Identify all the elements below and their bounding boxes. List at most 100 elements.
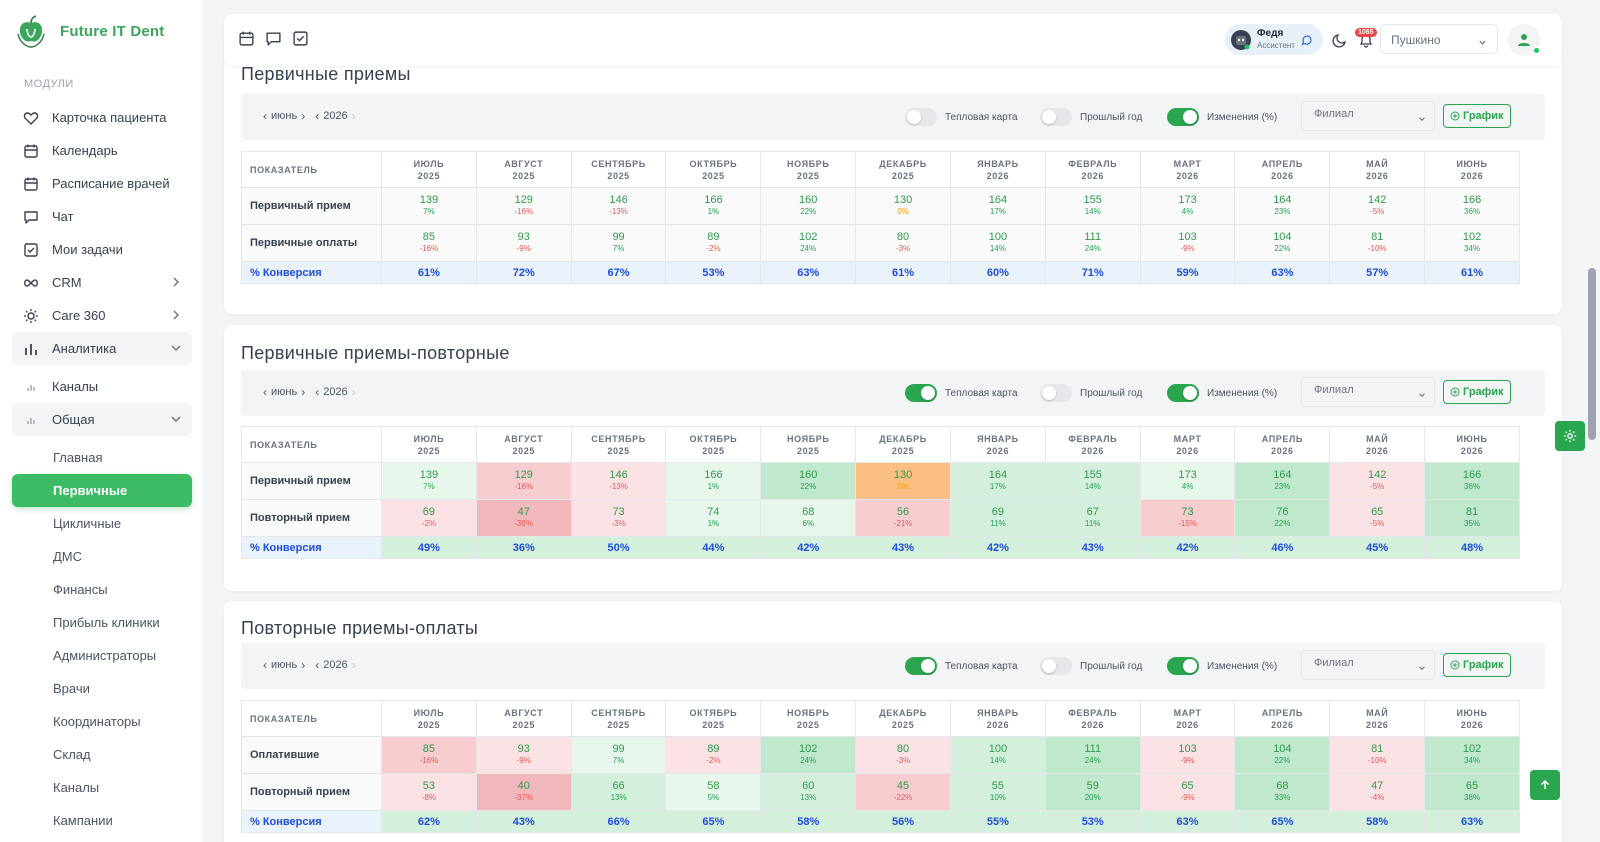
sidebar-item-doctor-schedule[interactable]: Расписание врачей bbox=[12, 167, 192, 200]
next-month-icon[interactable]: › bbox=[301, 109, 306, 123]
city-select[interactable]: Пушкино bbox=[1380, 24, 1498, 54]
sidebar-item-chat[interactable]: Чат bbox=[12, 200, 192, 233]
sidebar-item-primary[interactable]: Первичные bbox=[12, 474, 192, 507]
sidebar-item-main[interactable]: Главная bbox=[53, 450, 103, 465]
prev-month-icon[interactable]: ‹ bbox=[263, 658, 267, 672]
assistant-name: Федя bbox=[1257, 27, 1284, 39]
column-header: АПРЕЛЬ 2026 bbox=[1234, 426, 1331, 463]
column-year: 2025 bbox=[702, 170, 725, 181]
cell-value: 100 bbox=[988, 743, 1008, 755]
heatmap-switch[interactable] bbox=[905, 384, 937, 402]
sidebar-item-patient-card[interactable]: Карточка пациента bbox=[12, 101, 192, 134]
sidebar-item-cyclic[interactable]: Цикличные bbox=[53, 516, 122, 531]
conversion-row: % Конверсия 49% 36% 50% 44% 42% 43% 42% 43% 42% 46… bbox=[241, 536, 1520, 559]
changes-switch[interactable] bbox=[1167, 657, 1199, 675]
prev-year-icon[interactable]: ‹ bbox=[315, 109, 320, 123]
conversion-cell: 62% bbox=[381, 810, 477, 833]
heatmap-toggle[interactable]: Тепловая карта bbox=[905, 657, 1018, 675]
chart-button[interactable]: График bbox=[1443, 380, 1511, 404]
heatmap-toggle[interactable]: Тепловая карта bbox=[905, 384, 1018, 402]
checkbox-icon[interactable] bbox=[292, 30, 309, 47]
chat-icon[interactable] bbox=[265, 30, 282, 47]
chevron-right-icon bbox=[170, 276, 182, 288]
chart-button[interactable]: График bbox=[1443, 104, 1511, 128]
prev-year-icon[interactable]: ‹ bbox=[315, 385, 320, 399]
last-year-switch[interactable] bbox=[1040, 384, 1072, 402]
primary-visits-card: Первичные приемы ‹ июнь › ‹ 2026 › Тепло… bbox=[224, 36, 1562, 314]
sidebar-item-care360[interactable]: Care 360 bbox=[12, 299, 192, 332]
next-year-icon[interactable]: › bbox=[351, 658, 356, 672]
branch-select[interactable]: Филиал bbox=[1301, 650, 1435, 680]
sidebar-item-coordinators[interactable]: Координаторы bbox=[53, 714, 141, 729]
row-label: Первичные оплаты bbox=[241, 224, 382, 262]
column-header: НОЯБРЬ 2025 bbox=[760, 426, 857, 463]
changes-toggle[interactable]: Изменения (%) bbox=[1167, 657, 1277, 675]
sun-icon bbox=[23, 308, 39, 324]
sidebar-item-crm[interactable]: CRM bbox=[12, 266, 192, 299]
moon-icon[interactable] bbox=[1332, 32, 1348, 48]
cell-value: 56 bbox=[896, 506, 910, 518]
sidebar-item-general[interactable]: Общая bbox=[12, 403, 192, 436]
branch-select[interactable]: Филиал bbox=[1301, 101, 1435, 131]
table-cell: 100 14% bbox=[949, 224, 1046, 262]
table-cell: 58 5% bbox=[665, 773, 762, 811]
next-year-icon[interactable]: › bbox=[351, 109, 356, 123]
heatmap-switch[interactable] bbox=[905, 657, 937, 675]
changes-switch[interactable] bbox=[1167, 384, 1199, 402]
sidebar-item-analytics[interactable]: Аналитика bbox=[12, 332, 192, 365]
sidebar-item-administrators[interactable]: Администраторы bbox=[53, 648, 157, 663]
table-cell: 81 -10% bbox=[1329, 736, 1426, 774]
changes-switch[interactable] bbox=[1167, 108, 1199, 126]
prev-month-icon[interactable]: ‹ bbox=[263, 385, 267, 399]
next-month-icon[interactable]: › bbox=[301, 658, 306, 672]
cell-change: 38% bbox=[1464, 793, 1481, 802]
sidebar-item-finance[interactable]: Финансы bbox=[53, 582, 108, 597]
last-year-switch[interactable] bbox=[1040, 657, 1072, 675]
heatmap-toggle[interactable]: Тепловая карта bbox=[905, 108, 1018, 126]
next-month-icon[interactable]: › bbox=[301, 385, 306, 399]
sidebar-item-dms[interactable]: ДМС bbox=[53, 549, 83, 564]
logo[interactable]: Future IT Dent bbox=[14, 14, 164, 48]
page-scrollbar[interactable] bbox=[1588, 268, 1596, 440]
changes-toggle[interactable]: Изменения (%) bbox=[1167, 384, 1277, 402]
column-header: ОКТЯБРЬ 2025 bbox=[665, 700, 762, 737]
sidebar-item-channels-2[interactable]: Каналы bbox=[53, 780, 100, 795]
chevron-down-icon bbox=[1478, 36, 1487, 45]
cell-change: -22% bbox=[893, 793, 913, 802]
settings-float-button[interactable] bbox=[1555, 421, 1585, 451]
last-year-toggle[interactable]: Прошлый год bbox=[1040, 384, 1142, 402]
table-cell: 111 24% bbox=[1044, 224, 1141, 262]
sidebar-item-campaigns[interactable]: Кампании bbox=[53, 813, 113, 828]
changes-toggle[interactable]: Изменения (%) bbox=[1167, 108, 1277, 126]
user-avatar[interactable] bbox=[1508, 24, 1540, 56]
sidebar-item-my-tasks[interactable]: Мои задачи bbox=[12, 233, 192, 266]
cell-value: 155 bbox=[1083, 469, 1102, 481]
last-year-toggle[interactable]: Прошлый год bbox=[1040, 657, 1142, 675]
sidebar-item-warehouse[interactable]: Склад bbox=[53, 747, 91, 762]
last-year-toggle[interactable]: Прошлый год bbox=[1040, 108, 1142, 126]
chart-button[interactable]: График bbox=[1443, 653, 1511, 677]
table-cell: 146 -13% bbox=[570, 462, 667, 500]
last-year-switch[interactable] bbox=[1040, 108, 1072, 126]
scroll-top-button[interactable] bbox=[1530, 770, 1560, 800]
branch-select[interactable]: Филиал bbox=[1301, 377, 1435, 407]
cell-change: -9% bbox=[516, 244, 531, 253]
conversion-cell: 59% bbox=[1139, 261, 1236, 284]
table-cell: 69 11% bbox=[949, 499, 1046, 537]
next-year-icon[interactable]: › bbox=[351, 385, 356, 399]
gear-icon bbox=[1563, 429, 1577, 443]
assistant-chip[interactable]: Федя Ассистент bbox=[1225, 24, 1323, 55]
calendar-icon[interactable] bbox=[238, 30, 255, 47]
sidebar-item-doctors[interactable]: Врачи bbox=[53, 681, 90, 696]
table-cell: 139 7% bbox=[381, 187, 477, 225]
prev-month-icon[interactable]: ‹ bbox=[263, 109, 267, 123]
sidebar-item-clinic-profit[interactable]: Прибыль клиники bbox=[53, 615, 160, 630]
sidebar-item-channels[interactable]: Каналы bbox=[12, 370, 192, 403]
plus-circle-icon bbox=[1450, 111, 1460, 121]
cell-value: 73 bbox=[1181, 506, 1194, 518]
table-cell: 76 22% bbox=[1234, 499, 1331, 537]
prev-year-icon[interactable]: ‹ bbox=[315, 658, 320, 672]
heatmap-switch[interactable] bbox=[905, 108, 937, 126]
table-cell: 164 17% bbox=[949, 462, 1046, 500]
sidebar-item-calendar[interactable]: Календарь bbox=[12, 134, 192, 167]
